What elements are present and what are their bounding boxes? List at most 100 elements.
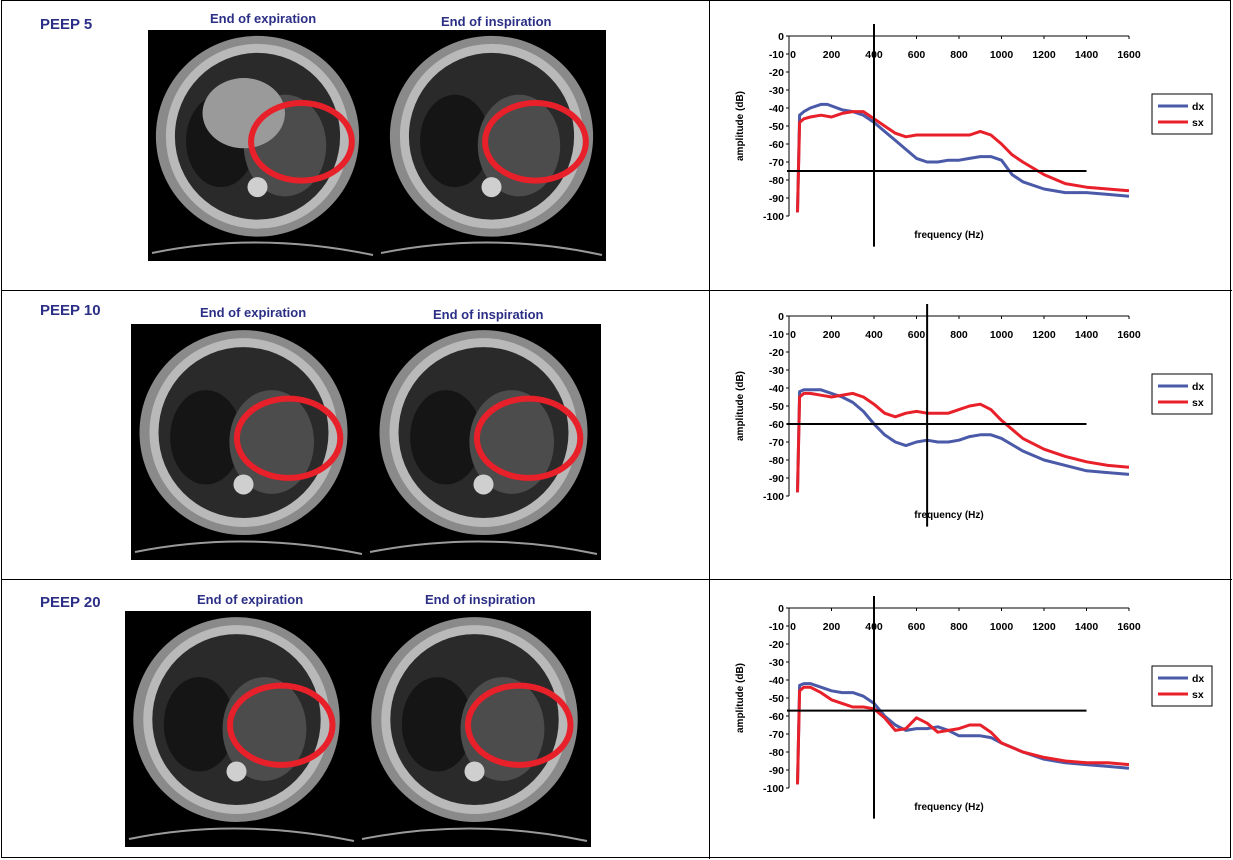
row-divider-1	[2, 290, 1232, 291]
x-tick-label: 1000	[990, 49, 1014, 61]
ct-left-lung	[163, 677, 235, 772]
y-tick-label: -30	[769, 85, 784, 97]
y-tick-label: -90	[769, 193, 784, 205]
ct-left-lung	[401, 677, 473, 772]
ct-table-line	[361, 827, 588, 842]
y-axis-label: amplitude (dB)	[735, 91, 746, 161]
x-tick-label: 600	[908, 621, 926, 633]
y-tick-label: -40	[769, 675, 784, 687]
ct-left-lung	[420, 94, 490, 188]
series-line-sx	[796, 391, 1130, 493]
ct-table-line	[128, 827, 355, 842]
peep-5-label: PEEP 5	[40, 16, 93, 33]
x-tick-label: 800	[950, 49, 968, 61]
x-tick-label: 200	[823, 329, 841, 341]
x-tick-label: 0	[790, 621, 796, 633]
ct-inspiration-slice	[380, 35, 603, 256]
y-tick-label: -80	[769, 747, 784, 759]
y-tick-label: -100	[763, 783, 784, 795]
spectrum-chart-peep-20: 0-10-20-30-40-50-60-70-80-90-10002004006…	[712, 595, 1226, 846]
y-tick-label: -50	[769, 693, 784, 705]
spectrum-chart-peep-5: 0-10-20-30-40-50-60-70-80-90-10002004006…	[712, 23, 1226, 274]
red-ellipse-highlight	[226, 682, 336, 768]
ct-spine	[247, 177, 268, 198]
legend-box	[1151, 373, 1213, 415]
y-tick-label: -80	[769, 175, 784, 187]
x-axis-label: frequency (Hz)	[914, 802, 983, 813]
ct-spine	[481, 177, 502, 198]
y-tick-label: -50	[769, 121, 784, 133]
x-tick-label: 1400	[1075, 329, 1099, 341]
x-tick-label: 1600	[1117, 49, 1141, 61]
x-tick-label: 600	[908, 329, 926, 341]
y-tick-label: -90	[769, 473, 784, 485]
ct-heart	[202, 78, 285, 149]
red-ellipse-highlight	[482, 99, 589, 184]
red-ellipse-highlight	[464, 682, 574, 768]
y-tick-label: -20	[769, 67, 784, 79]
y-tick-label: -100	[763, 211, 784, 223]
legend: dx sx	[1151, 373, 1213, 415]
y-tick-label: -60	[769, 139, 784, 151]
ct-inspiration-slice	[369, 330, 598, 555]
y-tick-label: -60	[769, 711, 784, 723]
y-tick-label: -10	[769, 329, 784, 341]
end-of-expiration-label: End of expiration	[200, 305, 307, 320]
end-of-inspiration-label: End of inspiration	[425, 592, 536, 607]
legend-label-dx: dx	[1192, 101, 1204, 113]
red-ellipse-highlight	[233, 395, 344, 481]
y-tick-label: -70	[769, 437, 784, 449]
x-tick-label: 1600	[1117, 621, 1141, 633]
x-tick-label: 0	[790, 329, 796, 341]
y-tick-label: 0	[778, 311, 784, 323]
y-tick-label: -90	[769, 765, 784, 777]
ct-expiration-slice	[128, 617, 355, 842]
end-of-expiration-label: End of expiration	[210, 11, 317, 26]
ct-spine	[464, 761, 485, 782]
end-of-expiration-label: End of expiration	[197, 592, 304, 607]
peep-20-label: PEEP 20	[40, 594, 101, 611]
y-tick-label: -80	[769, 455, 784, 467]
ct-expiration-slice	[134, 330, 363, 555]
legend: dx sx	[1151, 93, 1213, 135]
x-tick-label: 600	[908, 49, 926, 61]
ct-spine	[226, 761, 247, 782]
x-tick-label: 1200	[1032, 621, 1056, 633]
y-tick-label: -50	[769, 401, 784, 413]
ct-scan-drawing	[151, 35, 603, 256]
ct-table-line	[151, 241, 374, 256]
x-axis-label: frequency (Hz)	[914, 230, 983, 241]
series-line-dx	[796, 102, 1130, 213]
spectrum-chart-peep-10: 0 -10 -20 -30 -40 -50 -60 -70 -80 -90 -100 0 200 400 6…	[712, 303, 1226, 554]
ct-left-lung	[170, 390, 242, 485]
ct-scan-drawing	[128, 617, 588, 842]
ct-scan-pair-peep-20	[125, 611, 591, 847]
y-tick-label: 0	[778, 603, 784, 615]
x-tick-label: 200	[823, 621, 841, 633]
ct-scan-pair-peep-5	[148, 30, 606, 261]
y-tick-label: -20	[769, 347, 784, 359]
y-tick-label: -30	[769, 657, 784, 669]
red-ellipse-highlight	[473, 395, 584, 481]
x-tick-label: 400	[865, 329, 883, 341]
ct-scan-drawing	[134, 330, 598, 555]
y-tick-label: -70	[769, 157, 784, 169]
y-tick-label: -20	[769, 639, 784, 651]
series-line-sx	[796, 685, 1130, 785]
ct-spine	[473, 474, 494, 495]
red-ellipse-highlight	[248, 99, 355, 184]
ct-table-line	[134, 540, 363, 555]
x-tick-label: 1000	[990, 621, 1014, 633]
x-tick-label: 1200	[1032, 329, 1056, 341]
x-tick-label: 1400	[1075, 49, 1099, 61]
y-tick-label: -100	[763, 491, 784, 503]
end-of-inspiration-label: End of inspiration	[441, 14, 552, 29]
chart-svg: 0 -10 -20 -30 -40 -50 -60 -70 -80 -90 -100 0 200 400 6…	[735, 303, 1213, 527]
x-tick-label: 1600	[1117, 329, 1141, 341]
y-tick-label: -30	[769, 365, 784, 377]
series-line-sx	[796, 110, 1130, 213]
x-tick-label: 200	[823, 49, 841, 61]
y-tick-label: 0	[778, 31, 784, 43]
series-line-dx	[796, 388, 1130, 493]
